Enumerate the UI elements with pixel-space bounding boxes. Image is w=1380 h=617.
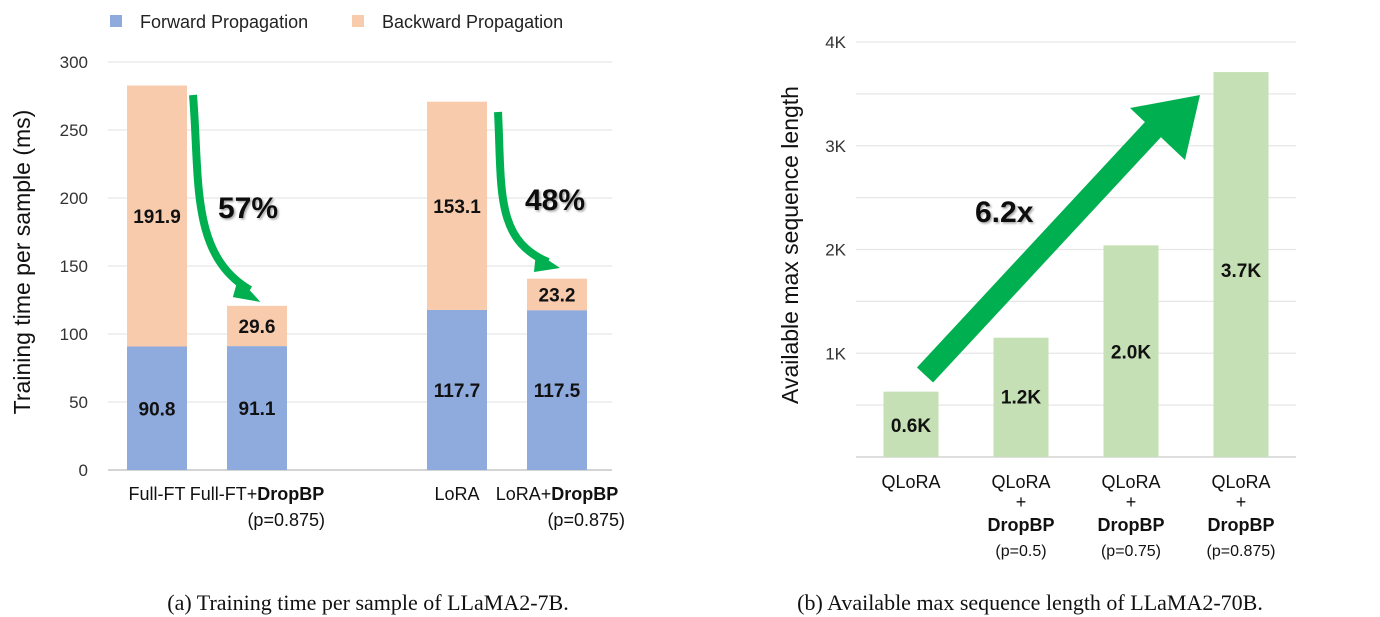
- bar-backward: [427, 101, 487, 310]
- bar-backward: [527, 278, 587, 311]
- y-tick-label: 3K: [825, 137, 846, 156]
- x-tick-label: LoRA+DropBP: [496, 484, 619, 504]
- arrow-head: [534, 252, 560, 272]
- data-label: 117.7: [434, 381, 481, 402]
- y-tick-label: 300: [60, 53, 88, 72]
- y-tick-label: 1K: [825, 344, 846, 363]
- x-tick-label-text: Full-FT+: [190, 484, 258, 504]
- data-label: 23.2: [539, 285, 576, 306]
- bar: [1213, 72, 1269, 458]
- bar: [1103, 245, 1159, 457]
- x-tick-label-text: LoRA: [434, 484, 479, 504]
- annotation-6.2x: 6.2x: [975, 196, 1034, 229]
- reduction-arrow-fullft: [189, 94, 253, 294]
- caption-b: (b) Available max sequence length of LLa…: [797, 590, 1263, 615]
- y-tick-label: 50: [69, 393, 88, 412]
- x-tick-sublabel: (p=0.75): [1101, 543, 1161, 560]
- annotation-57: 57%: [218, 192, 278, 225]
- legend-swatch-backward: [352, 15, 364, 27]
- x-tick-sublabel: (p=0.5): [995, 543, 1046, 560]
- y-tick-label: 0: [79, 461, 88, 480]
- arrow-head: [1130, 95, 1200, 160]
- bar: [993, 337, 1049, 457]
- reduction-arrow-lora: [494, 111, 550, 266]
- x-tick-label-text: LoRA+: [496, 484, 552, 504]
- bar: [883, 391, 939, 457]
- bar-forward: [527, 310, 587, 470]
- y-tick-label: 150: [60, 257, 88, 276]
- x-tick-plus: +: [1236, 492, 1247, 512]
- data-label: 191.9: [133, 207, 181, 228]
- legend-swatch-forward: [110, 15, 122, 27]
- x-tick-label: QLoRA: [1101, 472, 1160, 492]
- chart-max-seq-length: Available max sequence length 1K 2K 3K 4K 0.…: [777, 33, 1296, 615]
- data-label: 91.1: [239, 399, 276, 420]
- bar-backward: [227, 305, 287, 347]
- x-tick-sublabel: (p=0.875): [1207, 543, 1276, 560]
- data-label: 117.5: [534, 381, 581, 402]
- x-tick-plus: +: [1016, 492, 1027, 512]
- annotation-48: 48%: [525, 184, 585, 217]
- y-tick-label: 200: [60, 189, 88, 208]
- data-label: 29.6: [239, 317, 276, 338]
- data-label: 0.6K: [891, 416, 931, 437]
- data-label: 3.7K: [1221, 261, 1261, 282]
- y-tick-label: 2K: [825, 241, 846, 260]
- bar-forward: [127, 346, 187, 470]
- x-tick-label-bold: DropBP: [988, 515, 1055, 535]
- bar-backward: [127, 85, 187, 347]
- x-tick-label: Full-FT+DropBP: [190, 484, 325, 504]
- x-tick-label: QLoRA: [881, 472, 940, 492]
- growth-arrow: [916, 114, 1169, 383]
- x-tick-label-bold: DropBP: [1098, 515, 1165, 535]
- data-label: 1.2K: [1001, 388, 1041, 409]
- x-tick-label: QLoRA: [1211, 472, 1270, 492]
- y-axis-label: Available max sequence length: [777, 86, 803, 404]
- x-tick-sublabel: (p=0.875): [247, 510, 325, 530]
- data-label: 153.1: [433, 197, 481, 218]
- data-label: 2.0K: [1111, 342, 1151, 363]
- data-label: 90.8: [139, 399, 176, 420]
- arrow-head: [232, 277, 261, 302]
- y-axis-label: Training time per sample (ms): [9, 110, 35, 415]
- x-tick-label-bold: DropBP: [1208, 515, 1275, 535]
- bar-forward: [427, 309, 487, 470]
- legend-label-forward: Forward Propagation: [140, 12, 308, 32]
- caption-a: (a) Training time per sample of LLaMA2-7…: [167, 590, 568, 615]
- bar-forward: [227, 346, 287, 470]
- y-tick-label: 100: [60, 325, 88, 344]
- x-tick-label-bold: DropBP: [551, 484, 618, 504]
- x-tick-label: Full-FT: [129, 484, 186, 504]
- legend-label-backward: Backward Propagation: [382, 12, 563, 32]
- y-tick-label: 4K: [825, 33, 846, 52]
- x-tick-sublabel: (p=0.875): [547, 510, 625, 530]
- y-tick-label: 250: [60, 121, 88, 140]
- x-tick-label: QLoRA: [991, 472, 1050, 492]
- x-tick-label-text: Full-FT: [129, 484, 186, 504]
- x-tick-label-bold: DropBP: [257, 484, 324, 504]
- x-tick-plus: +: [1126, 492, 1137, 512]
- x-tick-label: LoRA: [434, 484, 479, 504]
- chart-training-time: Forward Propagation Backward Propagation…: [9, 12, 625, 615]
